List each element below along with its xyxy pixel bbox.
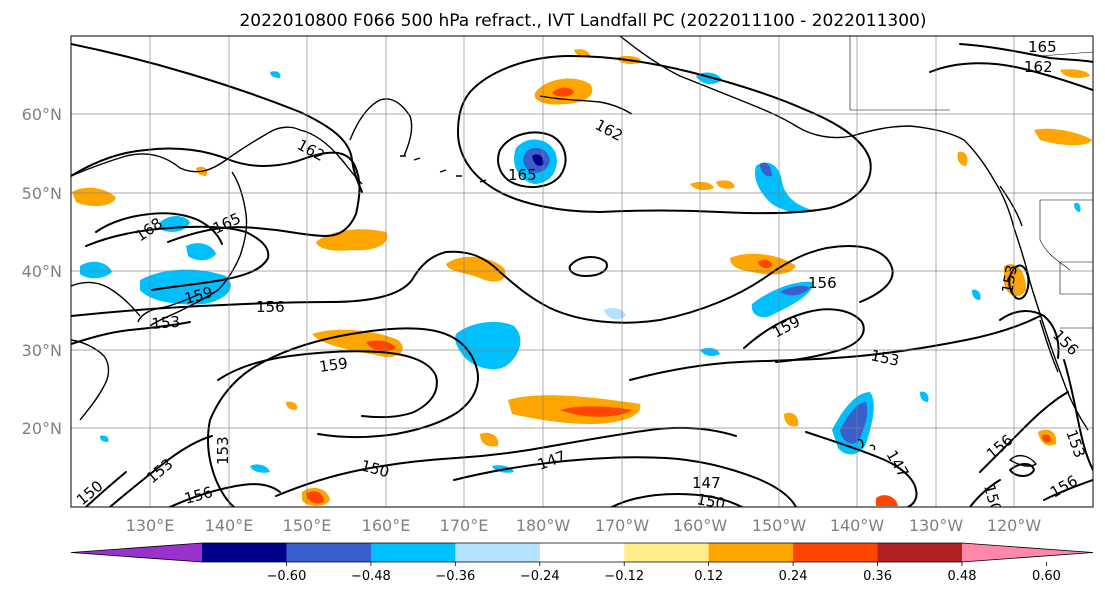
colorbar-cell (624, 543, 710, 562)
contour-147-southwest (109, 435, 213, 507)
colorbar-cell (539, 543, 625, 562)
contour-label: 156 (808, 274, 837, 292)
colorbar-tick-label: −0.48 (351, 569, 391, 584)
political-borders (849, 36, 1093, 329)
contour-150 (275, 427, 737, 497)
coastlines (71, 36, 1089, 467)
colorbar-outline (70, 542, 1094, 563)
contour-153-central (209, 327, 479, 438)
contour-159-east (743, 308, 865, 363)
contour-label: 147 (692, 474, 721, 492)
lat-label: 20°N (22, 419, 62, 438)
contour-153-coast (999, 310, 1060, 359)
contour-165-northwest (71, 43, 363, 193)
contour-156-east-south (979, 391, 1069, 473)
colorbar-tick-label: 0.12 (694, 569, 723, 584)
contour-label: 162 (1024, 58, 1053, 76)
lat-label: 60°N (22, 105, 62, 124)
colorbar-tick-label: −0.60 (267, 569, 307, 584)
contour-lines (71, 43, 1093, 507)
map-title: 2022010800 F066 500 hPa refract., IVT La… (239, 11, 926, 31)
colorbar-cell (202, 543, 287, 562)
contour-150-east-south (969, 479, 1001, 507)
contour-165-central (497, 131, 567, 188)
contour-label: 153 (151, 313, 181, 333)
colorbar-cell (455, 543, 541, 562)
contour-label: 153 (214, 436, 232, 465)
lat-label: 40°N (22, 262, 62, 281)
contour-150-southwest (85, 471, 127, 507)
colorbar-cell (286, 543, 372, 562)
contour-159-west (71, 321, 191, 345)
lon-label: 130°W (909, 516, 964, 535)
colorbar-extend-high (962, 543, 1093, 562)
lon-label: 160°E (362, 516, 411, 535)
colorbar-tick-label: −0.12 (604, 569, 644, 584)
colorbar: −0.60 −0.48 −0.36 −0.24 −0.12 0.12 0.24 0.36 0.4… (70, 542, 1094, 584)
contour-label: 165 (1028, 38, 1057, 56)
contour-label: 156 (256, 298, 285, 316)
positive-anomaly-fill (72, 49, 1092, 506)
lon-label: 170°W (595, 516, 650, 535)
lon-label: 130°E (126, 516, 175, 535)
colorbar-cell (370, 543, 456, 562)
contour-165-northeast (959, 43, 1093, 63)
contour-168 (95, 212, 223, 245)
map-background (71, 36, 1093, 507)
lon-label: 160°W (673, 516, 728, 535)
colorbar-tick-label: 0.24 (779, 569, 808, 584)
contour-162-northwest (71, 147, 361, 243)
contour-156 (71, 245, 894, 324)
lat-label: 50°N (22, 184, 62, 203)
latitude-labels: 60°N 50°N 40°N 30°N 20°N (22, 105, 62, 438)
colorbar-tick-label: 0.36 (863, 569, 892, 584)
lat-label: 30°N (22, 341, 62, 360)
contour-156-east-edge (1043, 479, 1093, 501)
lon-label: 120°W (987, 516, 1042, 535)
contour-162-central (457, 55, 872, 215)
contour-147-east (805, 431, 918, 507)
contour-small-loop (568, 256, 608, 277)
colorbar-tick-label: −0.36 (435, 569, 475, 584)
contour-156-southwest (169, 483, 281, 507)
colorbar-cell (793, 543, 879, 562)
colorbar-extend-low (71, 543, 202, 562)
colorbar-tick-label: 0.48 (948, 569, 977, 584)
contour-small-loop-2 (1009, 463, 1035, 477)
contour-153-east-edge (1063, 359, 1093, 471)
contour-label: 156 (182, 483, 214, 508)
map-frame (70, 35, 1094, 508)
lon-label: 150°E (283, 516, 332, 535)
contour-165-japan (85, 225, 270, 291)
lon-label: 140°W (830, 516, 885, 535)
colorbar-cell (877, 543, 963, 562)
contour-156-coast (1008, 264, 1030, 300)
lon-label: 150°W (752, 516, 807, 535)
contour-147-central (453, 456, 797, 507)
contour-153-east (629, 315, 1041, 381)
contour-label: 150 (695, 490, 726, 513)
negative-anomaly-fill (80, 71, 1081, 473)
contour-150-east (611, 493, 743, 507)
colorbar-tick-label: −0.24 (520, 569, 560, 584)
contour-label: 153 (998, 263, 1021, 294)
contour-label: 165 (508, 166, 537, 184)
contour-label: 153 (869, 346, 901, 370)
lon-label: 140°E (205, 516, 254, 535)
colorbar-cell (708, 543, 794, 562)
contour-159-central (217, 350, 438, 419)
graticule (71, 36, 1093, 507)
contour-label: 159 (318, 354, 349, 376)
contour-162-northeast (929, 62, 1093, 91)
lon-label: 170°E (440, 516, 489, 535)
colorbar-tick-label: 0.60 (1032, 569, 1061, 584)
lon-label: 180°W (516, 516, 571, 535)
longitude-labels: 130°E 140°E 150°E 160°E 170°E 180°W 170°… (126, 516, 1042, 535)
